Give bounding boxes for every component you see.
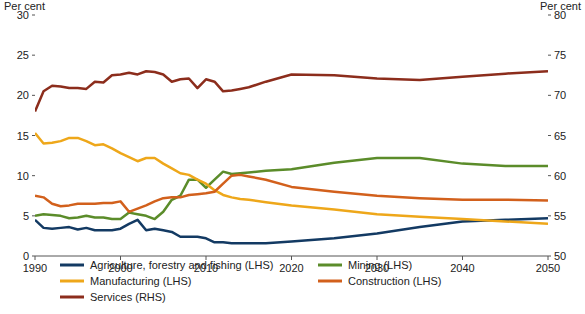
y2-tick <box>548 55 551 56</box>
legend-swatch <box>318 280 342 283</box>
y-tick-label: 25 <box>17 49 29 61</box>
y2-tick-label: 65 <box>554 130 566 142</box>
legend-label: Construction (LHS) <box>348 275 442 287</box>
legend-label: Manufacturing (LHS) <box>90 275 192 287</box>
y2-tick <box>548 95 551 96</box>
x-tick-label: 2040 <box>450 262 474 274</box>
chart: 0510152025305055606570758019902000201020… <box>0 0 585 314</box>
legend-swatch <box>318 264 342 267</box>
y-tick <box>32 95 35 96</box>
legend-label: Agriculture, forestry and fishing (LHS) <box>90 259 273 271</box>
y-tick-label: 20 <box>17 89 29 101</box>
y2-tick-label: 70 <box>554 89 566 101</box>
legend-swatch <box>60 280 84 283</box>
y2-tick <box>548 175 551 176</box>
y-tick <box>32 135 35 136</box>
y2-tick <box>548 135 551 136</box>
y-tick <box>32 55 35 56</box>
y-tick-label: 10 <box>17 170 29 182</box>
x-tick-label: 1990 <box>23 262 47 274</box>
y2-tick <box>548 15 551 16</box>
legend-label: Mining (LHS) <box>348 259 412 271</box>
y-tick-label: 0 <box>23 250 29 262</box>
y2-tick-label: 60 <box>554 170 566 182</box>
x-tick <box>548 256 549 260</box>
x-axis <box>35 256 548 257</box>
y-tick <box>32 175 35 176</box>
x-tick-label: 2020 <box>279 262 303 274</box>
legend-label: Services (RHS) <box>90 291 166 303</box>
y-tick <box>32 15 35 16</box>
y-tick-label: 5 <box>23 210 29 222</box>
series-line <box>35 71 548 111</box>
x-tick <box>462 256 463 260</box>
y2-tick-label: 50 <box>554 250 566 262</box>
y2-tick <box>548 215 551 216</box>
y-tick <box>32 215 35 216</box>
x-tick <box>291 256 292 260</box>
legend-swatch <box>60 264 84 267</box>
y2-tick-label: 75 <box>554 49 566 61</box>
y2-tick-label: 55 <box>554 210 566 222</box>
series-line <box>35 218 548 243</box>
x-tick <box>35 256 36 260</box>
y-tick-label: 15 <box>17 130 29 142</box>
x-tick-label: 2050 <box>536 262 560 274</box>
series-line <box>35 133 548 224</box>
y2-axis-label: Per cent <box>540 0 581 12</box>
plot-area <box>35 71 548 243</box>
series-line <box>35 158 548 219</box>
legend-swatch <box>60 296 84 299</box>
y-axis-label: Per cent <box>4 0 45 12</box>
series-line <box>35 175 548 212</box>
